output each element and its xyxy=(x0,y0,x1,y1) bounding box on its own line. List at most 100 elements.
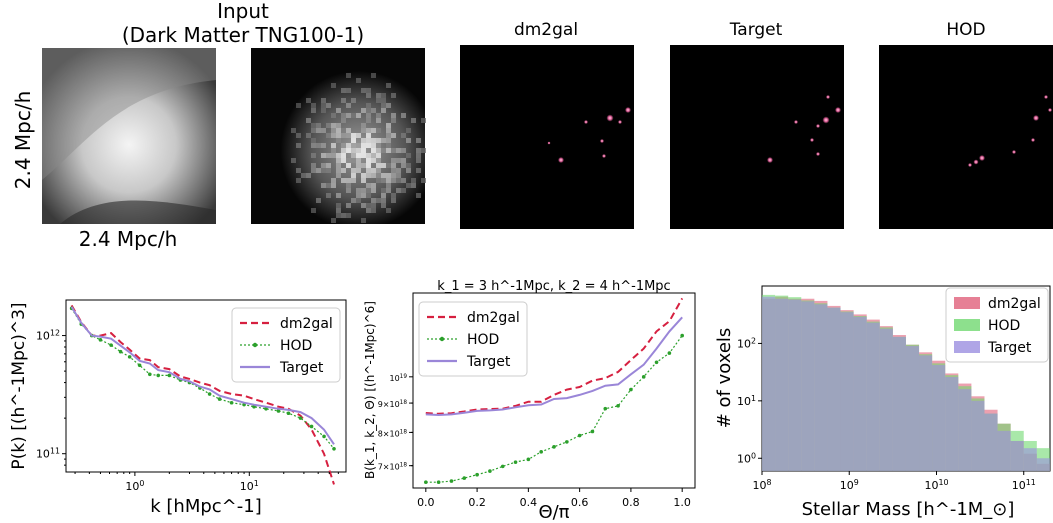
gas-pixel xyxy=(411,118,416,123)
legend-marker xyxy=(252,342,258,348)
gas-pixel xyxy=(356,148,361,153)
gas-pixel xyxy=(376,113,381,118)
gas-pixel xyxy=(416,193,421,198)
gas-pixel xyxy=(381,173,386,178)
gas-pixel xyxy=(296,143,301,148)
hist-bar-target xyxy=(879,328,893,471)
gas-pixel xyxy=(346,148,351,153)
gas-pixel xyxy=(391,133,396,138)
gas-pixel xyxy=(401,113,406,118)
gas-pixel xyxy=(331,113,336,118)
gas-pixel xyxy=(361,218,366,223)
gas-pixel xyxy=(391,148,396,153)
gas-pixel xyxy=(321,98,326,103)
gas-pixel xyxy=(376,98,381,103)
gas-pixel xyxy=(371,173,376,178)
gas-pixel xyxy=(401,178,406,183)
gas-pixel xyxy=(381,198,386,203)
panel-title-dm2gal: dm2gal xyxy=(514,20,578,40)
gas-pixel xyxy=(381,163,386,168)
gas-pixel xyxy=(336,108,341,113)
gas-pixel xyxy=(341,113,346,118)
gas-pixel xyxy=(296,103,301,108)
hist-bar-target xyxy=(997,430,1011,471)
gas-pixel xyxy=(321,128,326,133)
data-point xyxy=(475,472,479,477)
hist-bar-target xyxy=(788,299,802,471)
gas-pixel xyxy=(361,153,366,158)
gas-pixel xyxy=(341,128,346,133)
gas-pixel xyxy=(331,183,336,188)
gas-pixel xyxy=(351,198,356,203)
gas-pixel xyxy=(406,163,411,168)
gas-pixel xyxy=(401,188,406,193)
gas-pixel xyxy=(361,148,366,153)
gas-pixel xyxy=(386,143,391,148)
gas-pixel xyxy=(366,103,371,108)
gas-pixel xyxy=(371,148,376,153)
gas-pixel xyxy=(401,158,406,163)
legend-swatch xyxy=(954,319,980,331)
gas-pixel xyxy=(366,173,371,178)
gas-pixel xyxy=(341,88,346,93)
gas-pixel xyxy=(331,83,336,88)
gas-pixel xyxy=(306,173,311,178)
gas-pixel xyxy=(336,173,341,178)
gas-pixel xyxy=(336,158,341,163)
gas-pixel xyxy=(376,163,381,168)
gas-pixel xyxy=(311,168,316,173)
gas-pixel xyxy=(371,183,376,188)
gas-pixel xyxy=(356,198,361,203)
gas-pixel xyxy=(406,128,411,133)
gas-pixel xyxy=(331,143,336,148)
bispectrum-chart: 0.0 0.2 0.4 0.6 0.8 1.0 7×1018 8×1018 9×1018 1019… xyxy=(363,279,696,523)
gas-pixel xyxy=(331,148,336,153)
data-point xyxy=(217,397,222,401)
gas-pixel xyxy=(366,88,371,93)
gas-pixel xyxy=(386,138,391,143)
gas-pixel xyxy=(326,183,331,188)
x-tick-label: 0.6 xyxy=(571,496,589,509)
gas-pixel xyxy=(321,183,326,188)
gas-pixel xyxy=(341,158,346,163)
data-point xyxy=(513,460,518,464)
gas-pixel xyxy=(346,203,351,208)
gas-pixel xyxy=(376,158,381,163)
gas-pixel xyxy=(366,143,371,148)
gas-pixel xyxy=(321,163,326,168)
data-point xyxy=(229,400,234,405)
gas-pixel xyxy=(371,138,376,143)
y-tick-label: 1011 xyxy=(36,446,60,461)
data-point xyxy=(449,479,454,483)
gas-pixel xyxy=(366,183,371,188)
x-axis-label: Stellar Mass [h^-1M_⊙] xyxy=(802,499,1015,520)
hist-bar-target xyxy=(827,307,841,471)
gas-pixel xyxy=(346,133,351,138)
gas-pixel xyxy=(316,128,321,133)
gas-pixel xyxy=(346,213,351,218)
gas-pixel xyxy=(406,168,411,173)
gas-pixel xyxy=(386,148,391,153)
gas-pixel xyxy=(336,163,341,168)
gas-pixel xyxy=(306,98,311,103)
gas-pixel xyxy=(411,178,416,183)
gas-pixel xyxy=(336,168,341,173)
gas-pixel xyxy=(346,128,351,133)
gas-pixel xyxy=(391,158,396,163)
gas-pixel xyxy=(391,163,396,168)
data-point xyxy=(322,434,326,439)
top-row: Input (Dark Matter TNG100-1) 2.4 Mpc/h 2… xyxy=(11,0,1053,250)
y-tick-label: 1012 xyxy=(36,328,60,343)
hist-bar-target xyxy=(945,377,959,471)
x-tick-label: 0.0 xyxy=(417,496,435,509)
gas-pixel xyxy=(406,183,411,188)
gas-pixel xyxy=(341,98,346,103)
gas-pixel xyxy=(346,163,351,168)
series-line-target xyxy=(425,316,683,417)
gas-pixel xyxy=(376,143,381,148)
gas-pixel xyxy=(376,128,381,133)
plot-frame xyxy=(65,299,347,473)
data-point xyxy=(332,447,336,451)
gas-pixel xyxy=(291,128,296,133)
gas-pixel xyxy=(406,153,411,158)
